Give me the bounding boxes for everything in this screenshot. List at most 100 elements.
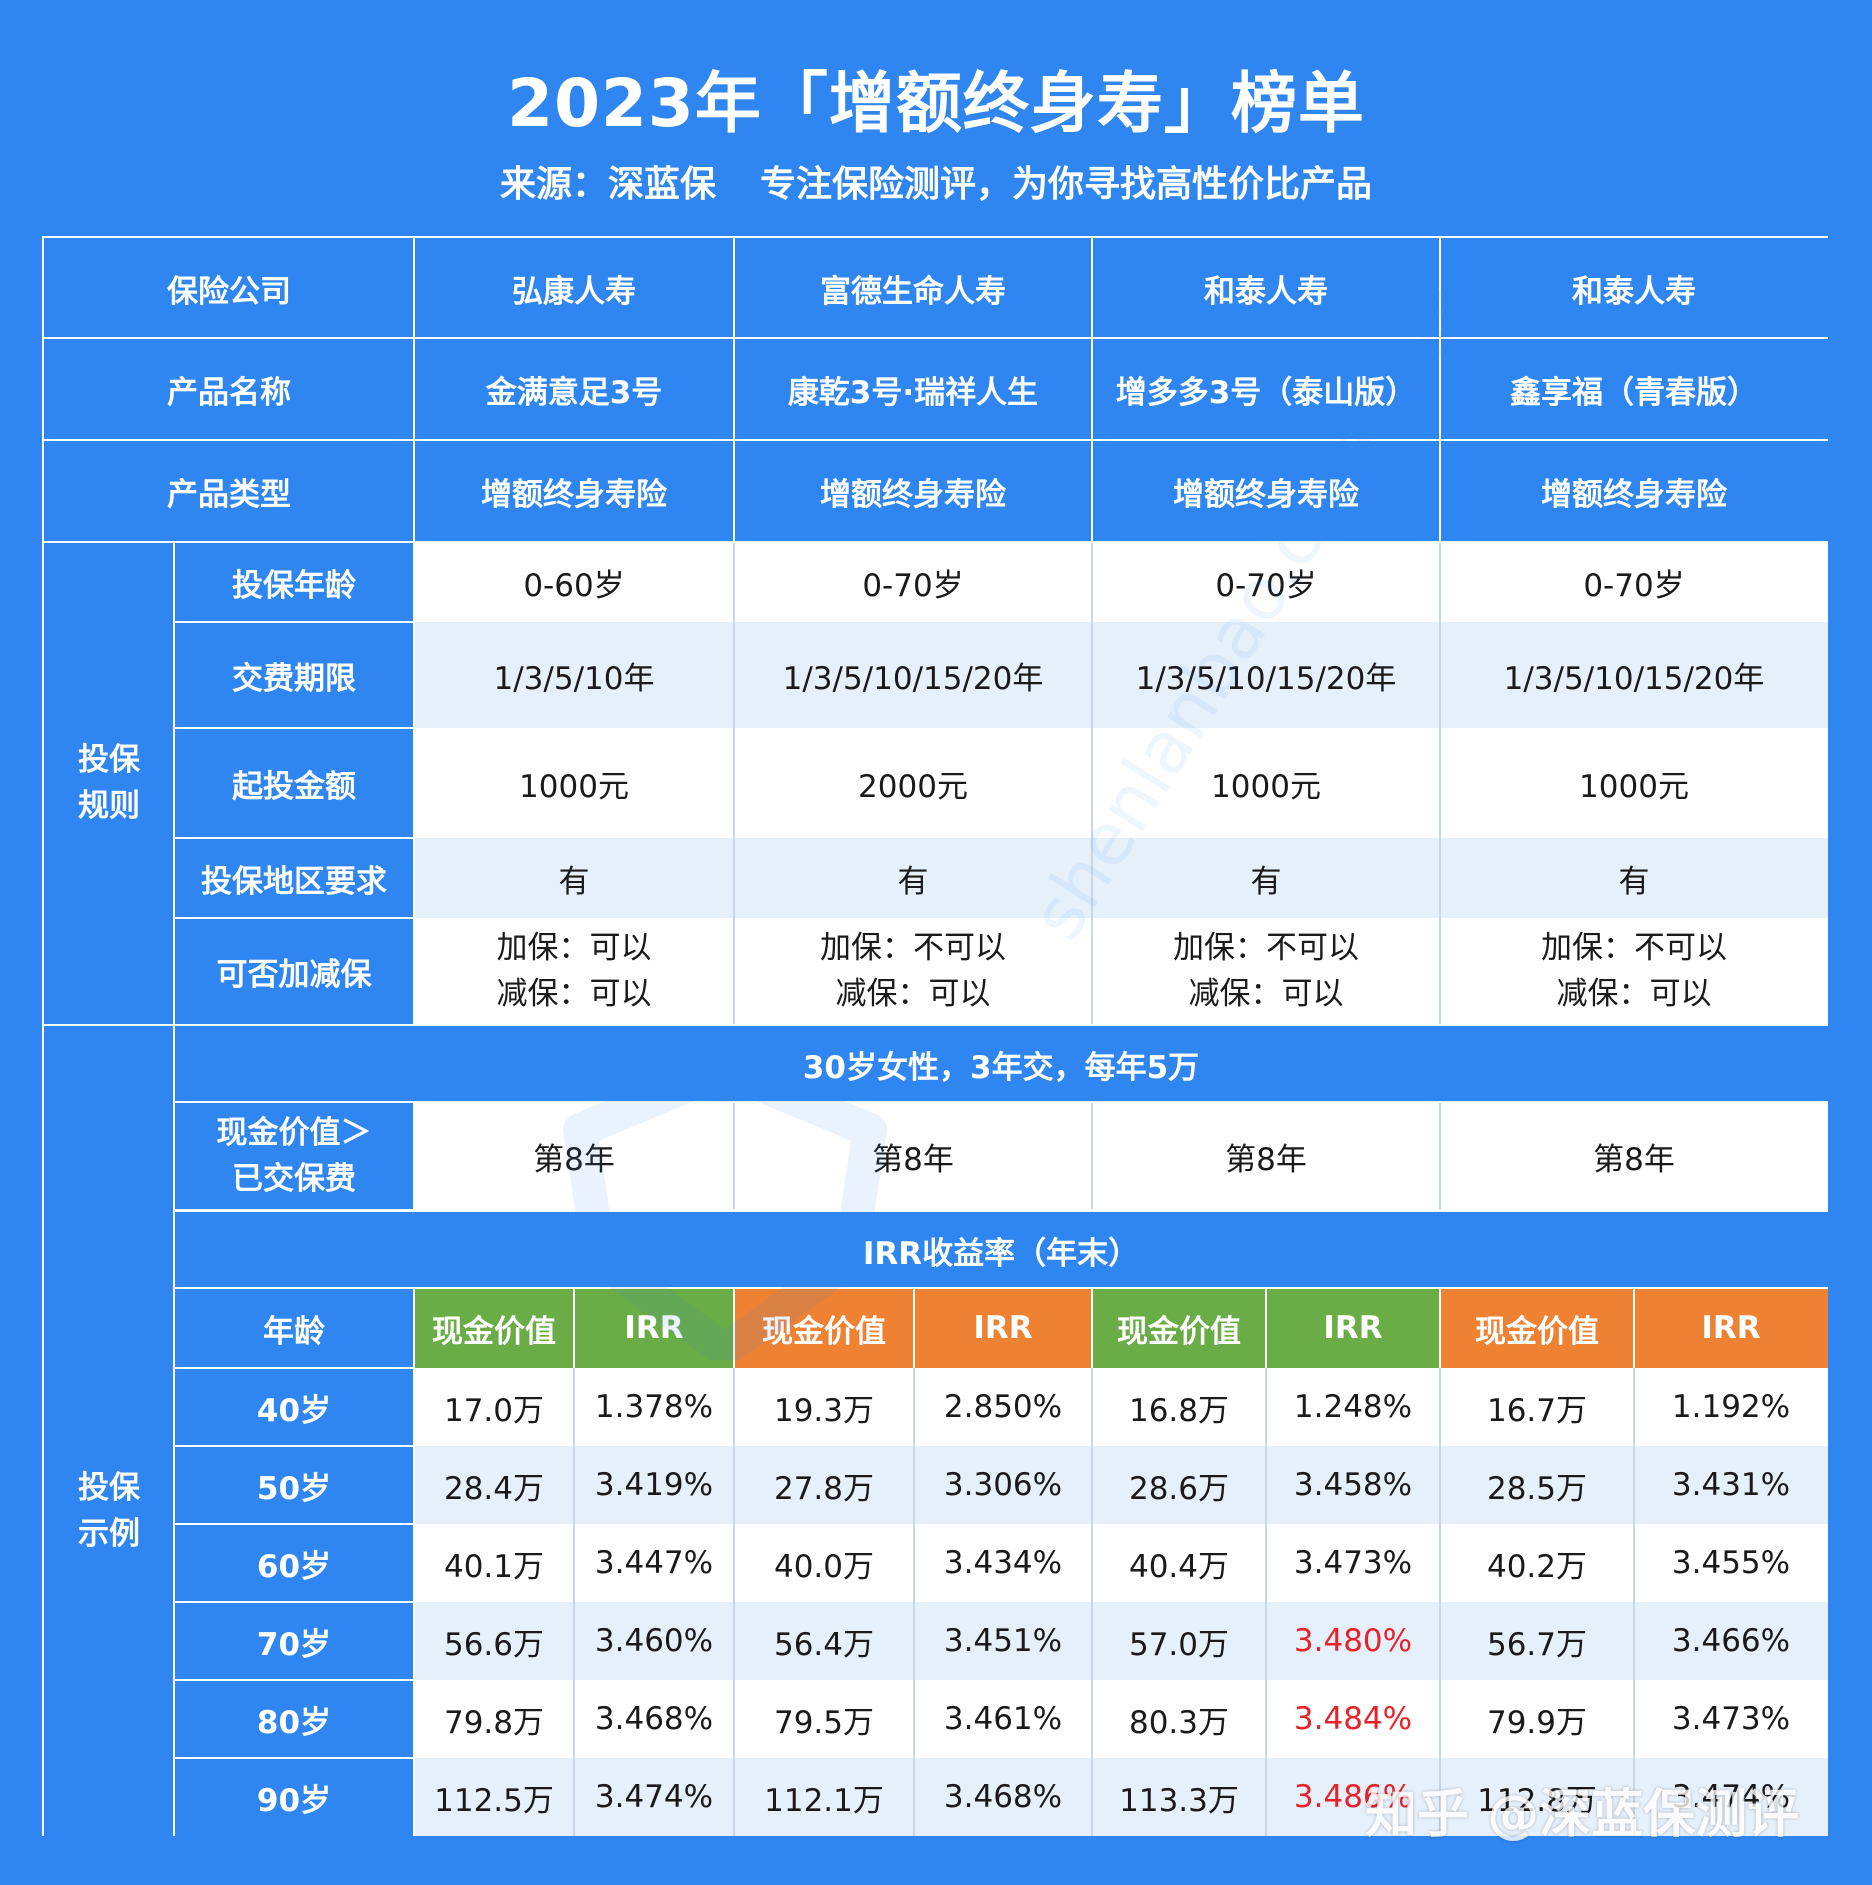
irr-cell: 3.419% xyxy=(574,1446,734,1524)
page-title: 2023年「增额终身寿」榜单 xyxy=(507,65,1365,142)
row-label-age: 投保年龄 xyxy=(174,542,414,622)
irr-cell: 3.474% xyxy=(574,1758,734,1836)
footer-watermark: 知乎 @深蓝保测评 xyxy=(1365,1785,1800,1845)
column-header-cash-value: 现金价值 xyxy=(734,1288,914,1368)
cash-value-cell: 56.7万 xyxy=(1440,1602,1634,1680)
divider xyxy=(174,917,414,919)
irr-band: IRR收益率（年末） xyxy=(174,1210,1828,1288)
cash-value-cell: 27.8万 xyxy=(734,1446,914,1524)
divider xyxy=(913,1288,915,1368)
rule-value: 有 xyxy=(414,838,734,918)
divider xyxy=(1439,1288,1441,1368)
divider xyxy=(44,337,1828,339)
cash-value-cell: 56.6万 xyxy=(414,1602,574,1680)
irr-cell: 3.447% xyxy=(574,1524,734,1602)
cash-value-cell: 79.5万 xyxy=(734,1680,914,1758)
page-subtitle: 来源：深蓝保 专注保险测评，为你寻找高性价比产品 xyxy=(0,155,1872,207)
product-type: 增额终身寿险 xyxy=(1092,440,1440,542)
irr-cell: 3.473% xyxy=(1266,1524,1440,1602)
divider xyxy=(1265,1368,1267,1836)
add-coverage-text: 加保：不可以 xyxy=(820,930,1006,966)
divider xyxy=(413,238,415,542)
row-label-product-name: 产品名称 xyxy=(44,338,414,440)
divider xyxy=(733,542,735,1024)
group-label-example: 投保 示例 xyxy=(44,1024,174,1836)
divider xyxy=(733,1102,735,1210)
rule-value: 0-70岁 xyxy=(1440,542,1828,622)
rule-value: 有 xyxy=(1440,838,1828,918)
divider xyxy=(573,1288,575,1368)
irr-cell: 2.850% xyxy=(914,1368,1092,1446)
row-label-age-1: 50岁 xyxy=(174,1446,414,1524)
cash-value-cell: 16.8万 xyxy=(1092,1368,1266,1446)
irr-cell: 3.484% xyxy=(1266,1680,1440,1758)
divider xyxy=(1091,1102,1093,1210)
divider xyxy=(174,1523,414,1525)
irr-cell: 3.480% xyxy=(1266,1602,1440,1680)
rule-value: 1/3/5/10/15/20年 xyxy=(734,622,1092,728)
cash-value-cell: 28.4万 xyxy=(414,1446,574,1524)
divider xyxy=(1439,1102,1441,1210)
irr-cell: 3.473% xyxy=(1634,1680,1828,1758)
column-header-irr: IRR xyxy=(574,1288,734,1368)
divider xyxy=(174,727,414,729)
column-header-irr: IRR xyxy=(1266,1288,1440,1368)
adjust-value: 加保：可以 减保：可以 xyxy=(414,918,734,1024)
irr-cell: 3.455% xyxy=(1634,1524,1828,1602)
rule-value: 1000元 xyxy=(414,728,734,838)
cash-value-cell: 40.1万 xyxy=(414,1524,574,1602)
rule-value: 1/3/5/10/15/20年 xyxy=(1092,622,1440,728)
scenario-band: 30岁女性，3年交，每年5万 xyxy=(174,1024,1828,1102)
cash-value-cell: 113.3万 xyxy=(1092,1758,1266,1836)
irr-cell: 3.431% xyxy=(1634,1446,1828,1524)
column-header-irr: IRR xyxy=(1634,1288,1828,1368)
irr-cell: 3.458% xyxy=(1266,1446,1440,1524)
group-label-rules: 投保 规则 xyxy=(44,542,174,1024)
irr-cell: 1.248% xyxy=(1266,1368,1440,1446)
divider xyxy=(1091,1368,1093,1836)
divider xyxy=(413,542,415,1024)
adjust-value: 加保：不可以 减保：可以 xyxy=(1092,918,1440,1024)
divider xyxy=(1091,542,1093,1024)
irr-cell: 1.378% xyxy=(574,1368,734,1446)
divider xyxy=(173,542,175,1836)
row-label-pay-period: 交费期限 xyxy=(174,622,414,728)
divider xyxy=(174,1287,1828,1289)
divider xyxy=(413,1288,415,1836)
divider xyxy=(733,1288,735,1368)
reduce-coverage-text: 减保：可以 xyxy=(835,976,991,1012)
divider xyxy=(1633,1368,1635,1836)
cash-value-cell: 40.4万 xyxy=(1092,1524,1266,1602)
column-header-cash-value: 现金价值 xyxy=(1092,1288,1266,1368)
divider xyxy=(174,1101,1828,1103)
cash-value-cell: 112.8万 xyxy=(1440,1758,1634,1836)
divider xyxy=(413,1102,415,1210)
reduce-coverage-text: 减保：可以 xyxy=(1556,976,1712,1012)
cash-value-cell: 79.9万 xyxy=(1440,1680,1634,1758)
irr-cell: 3.460% xyxy=(574,1602,734,1680)
cash-value-cell: 112.5万 xyxy=(414,1758,574,1836)
rule-value: 有 xyxy=(734,838,1092,918)
cash-value-cell: 16.7万 xyxy=(1440,1368,1634,1446)
divider xyxy=(1439,542,1441,1024)
cash-value-cell: 57.0万 xyxy=(1092,1602,1266,1680)
divider xyxy=(1439,238,1441,542)
cash-value-cell: 40.2万 xyxy=(1440,1524,1634,1602)
adjust-value: 加保：不可以 减保：可以 xyxy=(734,918,1092,1024)
row-label-product-type: 产品类型 xyxy=(44,440,414,542)
divider xyxy=(44,541,1828,543)
irr-cell: 3.466% xyxy=(1634,1602,1828,1680)
divider xyxy=(1633,1288,1635,1368)
row-label-age-4: 80岁 xyxy=(174,1680,414,1758)
divider xyxy=(573,1368,575,1836)
product-name: 鑫享福（青春版） xyxy=(1440,338,1828,440)
cash-value-cell: 28.6万 xyxy=(1092,1446,1266,1524)
product-type: 增额终身寿险 xyxy=(734,440,1092,542)
column-header-cash-value: 现金价值 xyxy=(414,1288,574,1368)
irr-cell: 3.451% xyxy=(914,1602,1092,1680)
cash-value-cell: 112.1万 xyxy=(734,1758,914,1836)
company-name: 富德生命人寿 xyxy=(734,238,1092,338)
reduce-coverage-text: 减保：可以 xyxy=(496,976,652,1012)
rule-value: 0-70岁 xyxy=(1092,542,1440,622)
irr-cell: 3.306% xyxy=(914,1446,1092,1524)
